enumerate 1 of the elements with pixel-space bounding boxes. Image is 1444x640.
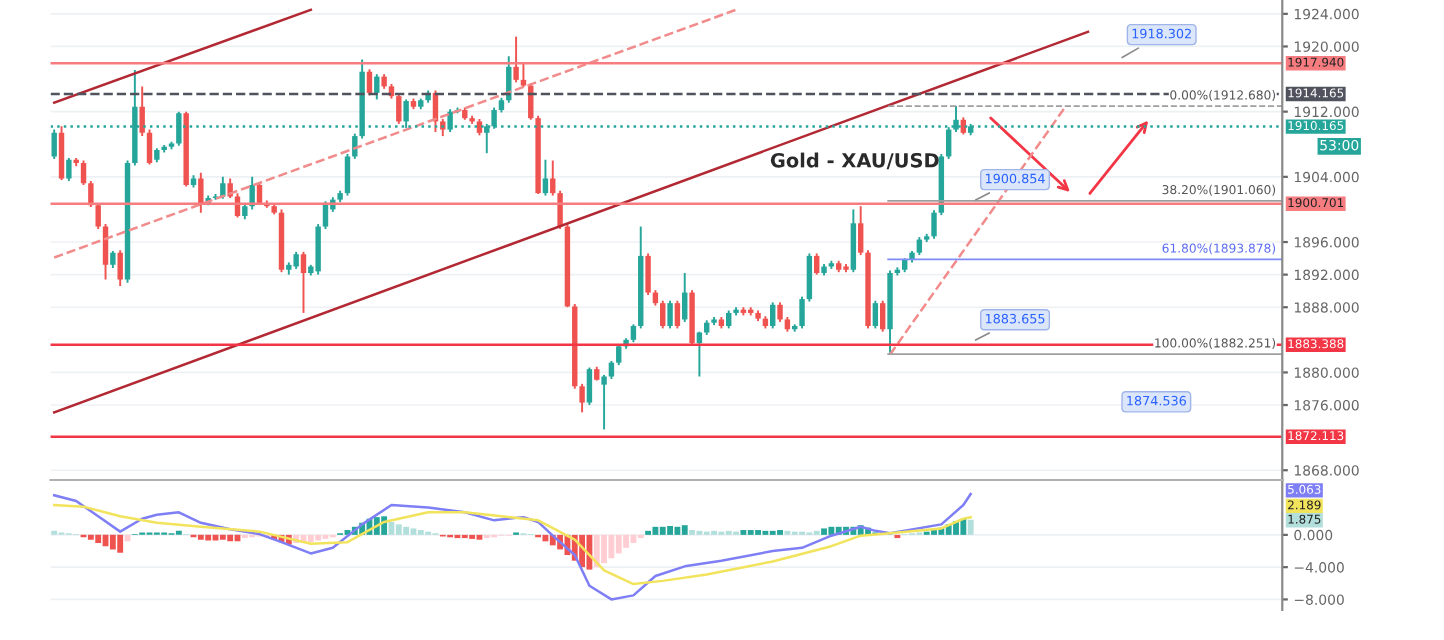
text: Gold - XAU/USD — [770, 152, 939, 170]
